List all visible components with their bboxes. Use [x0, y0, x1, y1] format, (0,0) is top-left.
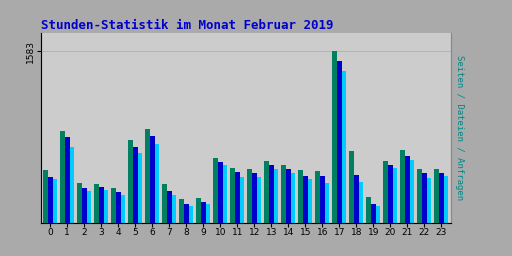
- Bar: [103, 190, 108, 223]
- Bar: [230, 167, 235, 223]
- Bar: [264, 161, 269, 223]
- Bar: [155, 144, 159, 223]
- Bar: [87, 191, 91, 223]
- Bar: [388, 165, 393, 223]
- Bar: [179, 199, 184, 223]
- Bar: [145, 129, 150, 223]
- Bar: [286, 169, 290, 223]
- Bar: [60, 131, 65, 223]
- Bar: [443, 176, 448, 223]
- Bar: [121, 195, 125, 223]
- Bar: [422, 174, 426, 223]
- Bar: [282, 165, 286, 223]
- Bar: [354, 175, 358, 223]
- Bar: [184, 204, 188, 223]
- Bar: [383, 161, 388, 223]
- Bar: [298, 170, 303, 223]
- Bar: [434, 169, 439, 223]
- Bar: [303, 176, 308, 223]
- Bar: [290, 173, 295, 223]
- Bar: [367, 197, 371, 223]
- Bar: [48, 177, 53, 223]
- Bar: [315, 171, 320, 223]
- Bar: [112, 188, 116, 223]
- Bar: [162, 184, 167, 223]
- Bar: [150, 136, 155, 223]
- Bar: [252, 174, 257, 223]
- Bar: [188, 207, 193, 223]
- Bar: [439, 173, 443, 223]
- Bar: [172, 195, 176, 223]
- Bar: [257, 177, 261, 223]
- Bar: [65, 137, 70, 223]
- Bar: [197, 198, 201, 223]
- Bar: [70, 147, 74, 223]
- Bar: [371, 204, 375, 223]
- Y-axis label: Seiten / Dateien / Anfragen: Seiten / Dateien / Anfragen: [455, 56, 464, 200]
- Bar: [218, 162, 223, 223]
- Bar: [337, 61, 342, 223]
- Bar: [405, 156, 410, 223]
- Bar: [235, 172, 240, 223]
- Bar: [138, 153, 142, 223]
- Bar: [349, 151, 354, 223]
- Bar: [332, 51, 337, 223]
- Bar: [308, 179, 312, 223]
- Bar: [214, 158, 218, 223]
- Bar: [94, 184, 99, 223]
- Bar: [393, 167, 397, 223]
- Bar: [44, 170, 48, 223]
- Bar: [417, 169, 422, 223]
- Bar: [320, 176, 325, 223]
- Bar: [82, 188, 87, 223]
- Bar: [116, 193, 121, 223]
- Bar: [53, 179, 57, 223]
- Bar: [205, 204, 210, 223]
- Bar: [77, 183, 82, 223]
- Bar: [400, 150, 405, 223]
- Bar: [167, 191, 172, 223]
- Bar: [426, 178, 431, 223]
- Bar: [342, 71, 346, 223]
- Bar: [99, 187, 103, 223]
- Bar: [358, 182, 363, 223]
- Text: Stunden-Statistik im Monat Februar 2019: Stunden-Statistik im Monat Februar 2019: [41, 19, 333, 32]
- Bar: [325, 183, 329, 223]
- Bar: [375, 206, 380, 223]
- Bar: [269, 165, 273, 223]
- Bar: [201, 202, 205, 223]
- Bar: [129, 141, 133, 223]
- Bar: [247, 169, 252, 223]
- Bar: [223, 165, 227, 223]
- Bar: [133, 147, 138, 223]
- Bar: [273, 169, 278, 223]
- Bar: [410, 161, 414, 223]
- Bar: [240, 177, 244, 223]
